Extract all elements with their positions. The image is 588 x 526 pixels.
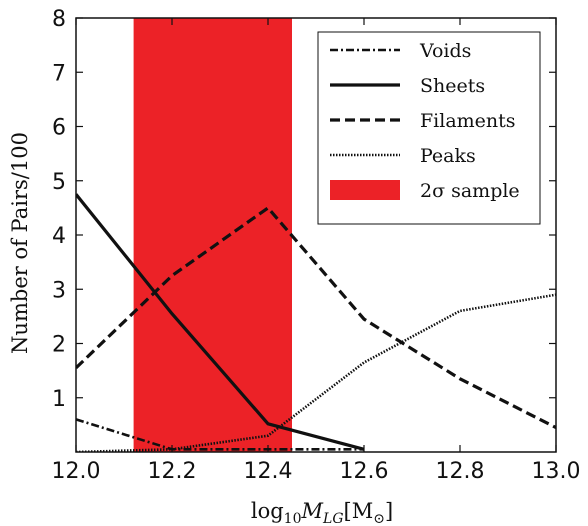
y-tick-label: 2	[52, 333, 66, 358]
y-tick-label: 4	[52, 224, 66, 249]
x-axis-label: log10MLG[M⊙]	[251, 499, 393, 526]
x-tick-label: 13.0	[532, 459, 581, 484]
x-tick-label: 12.2	[148, 459, 197, 484]
y-tick-label: 1	[52, 387, 66, 412]
axes: 12.0 12.2 12.4 12.6 12.8 13.0 1 2 3 4 5 6 7 8	[52, 7, 581, 484]
y-tick-label: 7	[52, 61, 66, 86]
legend-label: Voids	[419, 40, 471, 62]
legend-label: 2σ sample	[420, 180, 520, 202]
legend-handle-band	[330, 180, 400, 200]
series-line-filaments	[76, 205, 556, 430]
y-tick-label: 8	[52, 7, 66, 32]
legend-label: Filaments	[420, 110, 516, 132]
legend-label: Sheets	[420, 75, 485, 97]
legend: Voids Sheets Filaments Peaks 2σ sample	[317, 31, 541, 225]
sample-band	[133, 18, 292, 452]
legend-label: Peaks	[420, 145, 476, 167]
series-line-sheets	[76, 193, 365, 451]
series-line-voids	[76, 418, 364, 451]
y-tick-label: 5	[52, 170, 66, 195]
x-tick-label: 12.0	[52, 459, 101, 484]
x-tick-label: 12.6	[340, 459, 389, 484]
y-axis-label: Number of Pairs/100	[8, 132, 32, 354]
y-tick-label: 3	[52, 278, 66, 303]
plot-content	[76, 18, 556, 452]
series-line-peaks	[76, 293, 556, 452]
plot-area	[76, 18, 556, 452]
x-tick-label: 12.4	[244, 459, 293, 484]
x-tick-label: 12.8	[436, 459, 485, 484]
y-tick-label: 6	[52, 116, 66, 141]
